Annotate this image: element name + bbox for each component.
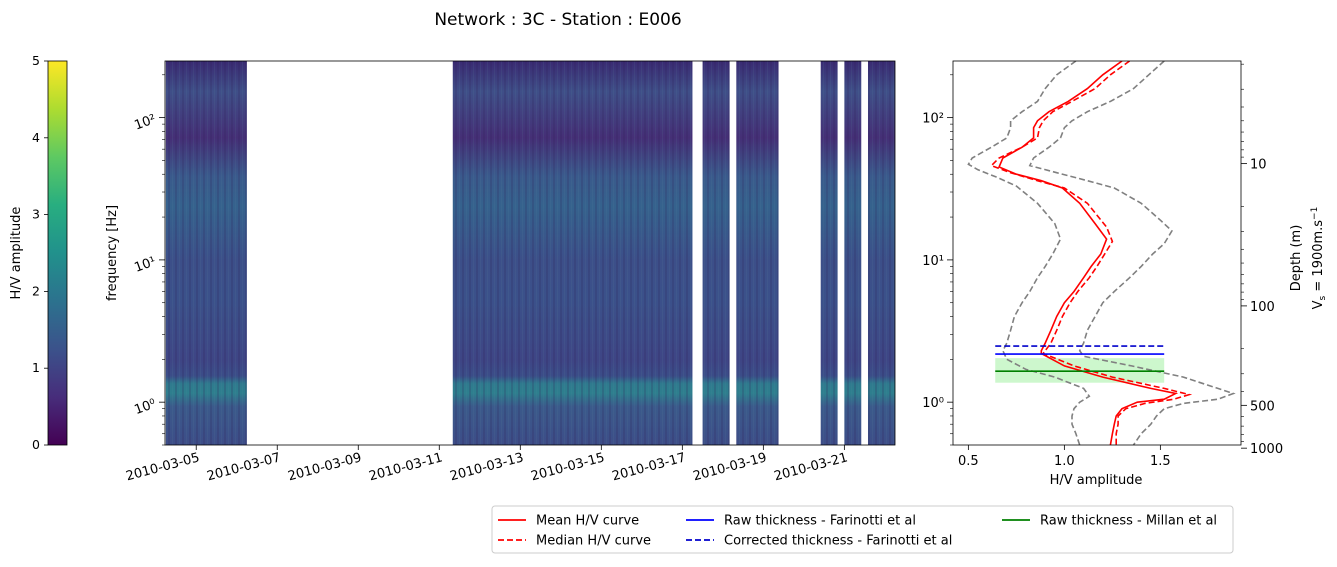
colorbar-tick-label: 4 [32,130,40,145]
colorbar-tick-label: 5 [32,53,40,68]
hv-xlabel: H/V amplitude [1050,473,1143,488]
hv-xtick-label: 0.5 [958,454,979,469]
depth-tick-label: 500 [1250,399,1275,414]
depth-tick-label: 10 [1250,158,1267,173]
legend-box [491,505,1234,554]
hv-series-mean-h-v-curve [998,61,1179,445]
hv-xtick-label: 1.5 [1150,454,1171,469]
colorbar-tick-label: 3 [32,207,40,222]
hv-series-lower-bound [967,61,1091,445]
spectrogram-segment-texture [820,61,838,445]
hv-series-median-h-v-curve [989,61,1193,445]
spectrogram-ytick-label: 10⁰ [132,397,158,419]
spectrogram-xtick-label: 2010-03-09 [286,450,363,484]
hv-frame [952,60,1242,446]
depth-tick-label: 100 [1250,300,1275,315]
depth-tick-label: 1000 [1250,442,1283,457]
velocity-label: Vs = 1900m.s−1 [1310,207,1328,310]
hv-ytick-label: 10⁰ [922,396,944,411]
hv-ytick-label: 10² [922,112,944,127]
colorbar-tick-label: 2 [32,283,40,298]
colorbar: 0 1 2 3 4 5 H/V amplitude [9,53,68,452]
spectrogram-xtick-label: 2010-03-17 [610,450,687,484]
spectrogram-segment-texture [844,61,862,445]
legend: Mean H/V curve Median H/V curve Raw thickn… [491,505,1234,554]
colorbar-gradient [47,60,68,446]
spectrogram-xtick-label: 2010-03-13 [448,450,525,484]
spectrogram-segment-texture [165,61,247,445]
legend-label: Raw thickness - Millan et al [1040,514,1217,529]
spectrogram-ytick-label: 10¹ [132,254,158,276]
colorbar-label: H/V amplitude [9,207,24,300]
hv-xtick-label: 1.0 [1054,454,1075,469]
spectrogram-segment-texture [452,61,693,445]
hv-panel: 10⁰ 10¹ 10² 0.5 1.0 1.5 10 100 500 1000 H/V amp… [922,60,1328,488]
hv-series-upper-bound [1028,61,1236,445]
spectrogram-frame [164,60,896,446]
spectrogram-segment-texture [867,61,895,445]
spectrogram-xtick-label: 2010-03-15 [529,450,606,484]
legend-label: Corrected thickness - Farinotti et al [724,534,952,549]
spectrogram-xtick-label: 2010-03-21 [773,450,850,484]
hv-ytick-label: 10¹ [922,254,944,269]
spectrogram-panel: 10⁰ 10¹ 10² 2010-03-05 2010-03-07 2010-03-09… [105,60,896,484]
chart-title: Network : 3C - Station : E006 [434,10,681,30]
colorbar-tick-label: 1 [32,360,40,375]
spectrogram-ytick-label: 10² [132,112,158,134]
legend-label: Median H/V curve [536,534,651,549]
spectrogram-xtick-label: 2010-03-05 [124,450,201,484]
legend-label: Raw thickness - Farinotti et al [724,514,916,529]
spectrogram-ylabel: frequency [Hz] [105,205,120,301]
spectrogram-xtick-label: 2010-03-19 [692,450,769,484]
depth-axis-label: Depth (m) [1289,225,1304,292]
spectrogram-xtick-label: 2010-03-07 [205,450,282,484]
spectrogram-xtick-label: 2010-03-11 [367,450,444,484]
colorbar-tick-label: 0 [32,437,40,452]
legend-label: Mean H/V curve [536,514,639,529]
spectrogram-segment-texture [736,61,779,445]
spectrogram-segment-texture [702,61,730,445]
